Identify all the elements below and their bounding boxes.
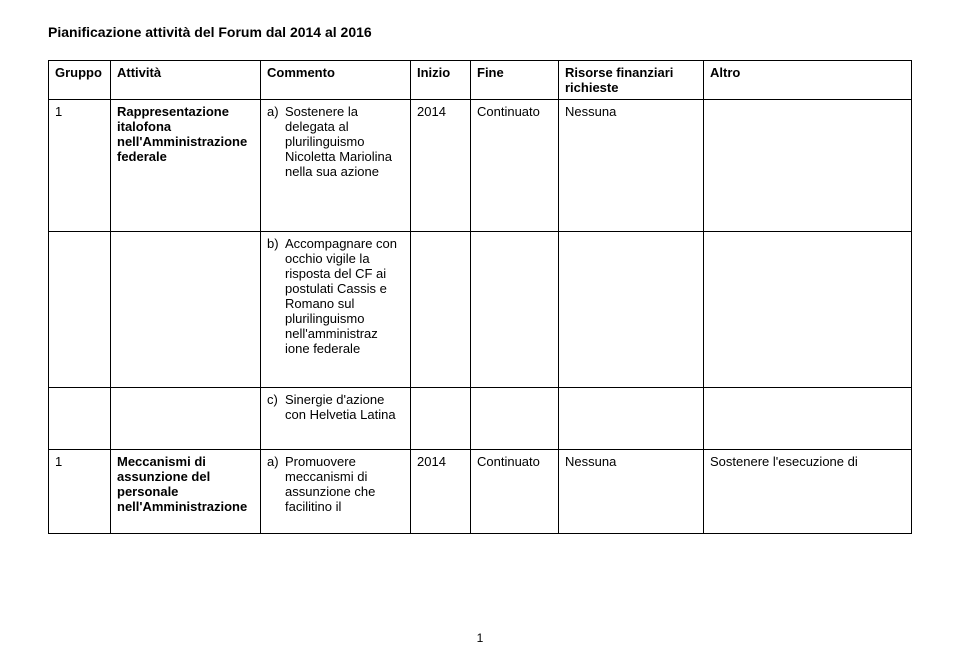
cell-risorse	[559, 388, 704, 450]
cell-altro	[704, 232, 912, 388]
cell-commento: b) Accompagnare con occhio vigile la ris…	[261, 232, 411, 388]
table-row: b) Accompagnare con occhio vigile la ris…	[49, 232, 912, 388]
col-header-fine: Fine	[471, 61, 559, 100]
document-title: Pianificazione attività del Forum dal 20…	[48, 24, 912, 40]
cell-attivita	[111, 388, 261, 450]
list-text: Sinergie d'azione con Helvetia Latina	[285, 392, 404, 422]
cell-risorse: Nessuna	[559, 450, 704, 534]
cell-inizio	[411, 232, 471, 388]
cell-gruppo	[49, 388, 111, 450]
list-marker: a)	[267, 454, 285, 514]
cell-commento: a) Sostenere la delegata al plurilinguis…	[261, 100, 411, 232]
activities-table: Gruppo Attività Commento Inizio Fine Ris…	[48, 60, 912, 534]
col-header-gruppo: Gruppo	[49, 61, 111, 100]
cell-altro: Sostenere l'esecuzione di	[704, 450, 912, 534]
cell-attivita	[111, 232, 261, 388]
cell-fine: Continuato	[471, 450, 559, 534]
cell-fine	[471, 388, 559, 450]
cell-inizio: 2014	[411, 100, 471, 232]
cell-inizio: 2014	[411, 450, 471, 534]
cell-fine: Continuato	[471, 100, 559, 232]
col-header-risorse: Risorse finanziari richieste	[559, 61, 704, 100]
table-row: c) Sinergie d'azione con Helvetia Latina	[49, 388, 912, 450]
cell-altro	[704, 388, 912, 450]
col-header-commento: Commento	[261, 61, 411, 100]
col-header-attivita: Attività	[111, 61, 261, 100]
cell-gruppo: 1	[49, 450, 111, 534]
list-marker: b)	[267, 236, 285, 356]
cell-attivita: Meccanismi di assunzione del personale n…	[111, 450, 261, 534]
cell-fine	[471, 232, 559, 388]
cell-commento: c) Sinergie d'azione con Helvetia Latina	[261, 388, 411, 450]
table-header-row: Gruppo Attività Commento Inizio Fine Ris…	[49, 61, 912, 100]
list-text: Accompagnare con occhio vigile la rispos…	[285, 236, 404, 356]
table-row: 1 Rappresentazione italofona nell'Ammini…	[49, 100, 912, 232]
list-text: Promuovere meccanismi di assunzione che …	[285, 454, 404, 514]
col-header-inizio: Inizio	[411, 61, 471, 100]
page-number: 1	[477, 631, 484, 645]
table-row: 1 Meccanismi di assunzione del personale…	[49, 450, 912, 534]
col-header-altro: Altro	[704, 61, 912, 100]
cell-risorse: Nessuna	[559, 100, 704, 232]
list-text: Sostenere la delegata al plurilinguismo …	[285, 104, 404, 179]
list-marker: c)	[267, 392, 285, 422]
list-marker: a)	[267, 104, 285, 179]
cell-altro	[704, 100, 912, 232]
cell-gruppo: 1	[49, 100, 111, 232]
cell-commento: a) Promuovere meccanismi di assunzione c…	[261, 450, 411, 534]
cell-risorse	[559, 232, 704, 388]
cell-attivita: Rappresentazione italofona nell'Amminist…	[111, 100, 261, 232]
cell-inizio	[411, 388, 471, 450]
cell-gruppo	[49, 232, 111, 388]
